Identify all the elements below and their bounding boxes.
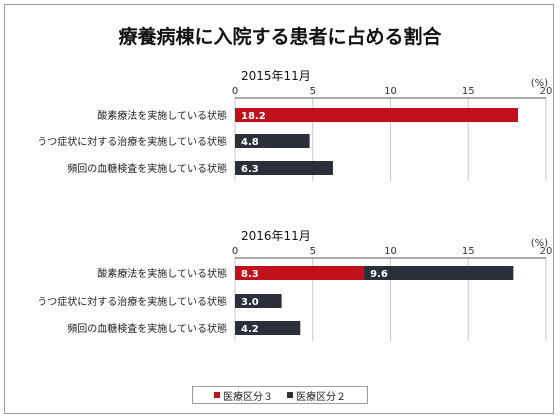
bar-value-label: 4.8 [241, 137, 259, 148]
legend-label-series-2: 医療区分２ [296, 391, 346, 403]
bar-value-label: 4.2 [241, 324, 259, 335]
bar-segment [235, 161, 333, 175]
bar-value-label: 18.2 [241, 111, 266, 122]
category-label: 頻回の血糖検査を実施している状態 [67, 322, 227, 335]
bar-value-label: 8.3 [241, 269, 259, 280]
category-label: 酸素療法を実施している状態 [97, 109, 227, 122]
bar-value-label: 6.3 [241, 164, 259, 175]
legend-label-series-3: 医療区分３ [223, 391, 273, 403]
unit-label: (%) [531, 78, 548, 89]
page-title: 療養病棟に入院する患者に占める割合 [118, 26, 442, 48]
panel-title: 2015年11月 [241, 69, 311, 83]
x-tick-label: 20 [540, 86, 553, 97]
x-tick-label: 10 [384, 246, 397, 257]
x-tick-label: 5 [310, 86, 316, 97]
x-tick-label: 20 [540, 246, 553, 257]
bar-segment [364, 266, 514, 280]
x-tick-label: 15 [462, 246, 475, 257]
x-tick-label: 0 [232, 86, 238, 97]
unit-label: (%) [531, 238, 548, 249]
bar-value-label: 9.6 [370, 269, 388, 280]
bar-segment [235, 266, 365, 280]
x-tick-label: 0 [232, 246, 238, 257]
bar-segment [235, 134, 310, 148]
chart-frame [4, 4, 554, 414]
bar-segment [235, 294, 282, 308]
legend-swatch-dark [287, 392, 293, 398]
bar-segment [235, 321, 301, 335]
category-label: うつ症状に対する治療を実施している状態 [37, 295, 227, 308]
x-tick-label: 15 [462, 86, 475, 97]
panel-title: 2016年11月 [241, 229, 311, 243]
bar-segment [235, 108, 519, 122]
legend-item-series-3: 医療区分３ [214, 388, 273, 403]
category-label: 酸素療法を実施している状態 [97, 267, 227, 280]
legend-item-series-2: 医療区分２ [287, 388, 346, 403]
category-label: うつ症状に対する治療を実施している状態 [37, 135, 227, 148]
category-label: 頻回の血糖検査を実施している状態 [67, 162, 227, 175]
legend: 医療区分３ 医療区分２ [192, 386, 368, 404]
x-tick-label: 5 [310, 246, 316, 257]
legend-swatch-red [214, 392, 220, 398]
x-tick-label: 10 [384, 86, 397, 97]
bar-value-label: 3.0 [241, 297, 259, 308]
